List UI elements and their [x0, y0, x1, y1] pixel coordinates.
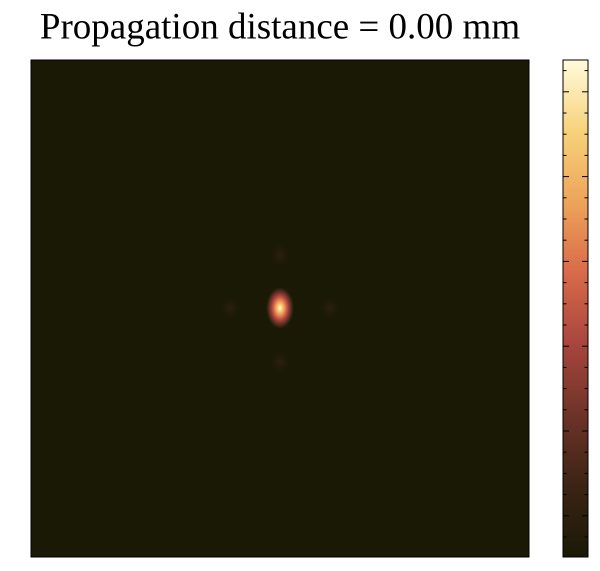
beam-spot — [264, 284, 296, 332]
side-lobe — [268, 241, 292, 269]
side-lobe — [218, 294, 242, 322]
chart-title: Propagation distance = 0.00 mm — [40, 6, 520, 47]
side-lobe — [318, 294, 342, 322]
side-lobe — [268, 348, 292, 376]
colorbar — [562, 59, 589, 558]
